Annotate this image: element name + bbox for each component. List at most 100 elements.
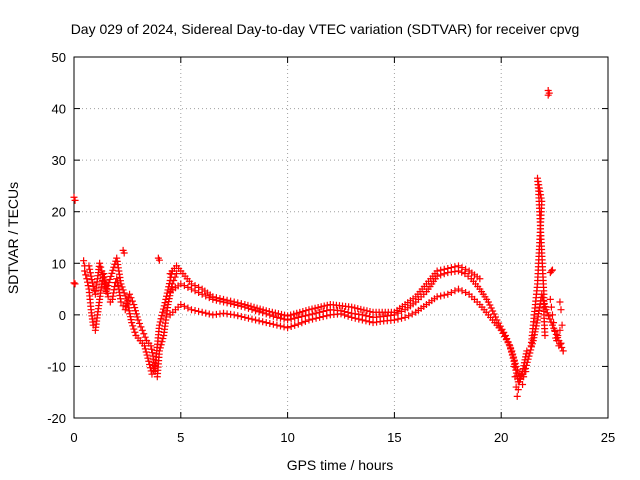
data-point xyxy=(134,316,142,324)
data-point xyxy=(520,362,528,370)
data-points xyxy=(70,87,567,400)
y-tick-label: 30 xyxy=(52,153,66,168)
data-point xyxy=(106,275,114,283)
data-point xyxy=(268,308,276,316)
data-point xyxy=(156,318,164,326)
data-point xyxy=(158,338,166,346)
data-point xyxy=(523,347,531,355)
data-point xyxy=(230,298,238,306)
data-point xyxy=(294,320,302,328)
data-point xyxy=(118,283,126,291)
data-point xyxy=(433,293,441,301)
data-point xyxy=(548,311,556,319)
data-point xyxy=(366,308,374,316)
data-point xyxy=(394,315,402,323)
data-point xyxy=(433,267,441,275)
data-point xyxy=(291,321,299,329)
y-tick-label: 40 xyxy=(52,102,66,117)
data-point xyxy=(163,292,171,300)
data-point xyxy=(120,289,128,297)
data-point xyxy=(298,313,306,321)
data-point xyxy=(165,283,173,291)
data-point xyxy=(502,336,510,344)
data-point xyxy=(454,285,462,293)
data-point xyxy=(354,305,362,313)
data-point xyxy=(237,300,245,308)
data-point xyxy=(209,293,217,301)
data-point xyxy=(253,304,261,312)
data-point xyxy=(195,307,203,315)
data-point xyxy=(127,316,135,324)
data-point xyxy=(205,310,213,318)
data-point xyxy=(522,350,530,358)
data-point xyxy=(299,307,307,315)
data-point xyxy=(80,257,88,265)
data-point xyxy=(344,312,352,320)
data-point xyxy=(323,312,331,320)
data-point xyxy=(533,319,541,327)
data-point xyxy=(447,264,455,272)
data-point xyxy=(506,342,514,350)
data-point xyxy=(458,287,466,295)
data-point xyxy=(155,321,163,329)
data-point xyxy=(256,305,264,313)
data-point xyxy=(484,298,492,306)
data-point xyxy=(104,293,112,301)
data-point xyxy=(314,303,322,311)
data-point xyxy=(129,322,137,330)
data-point xyxy=(113,275,121,283)
data-point xyxy=(105,279,113,287)
data-point xyxy=(512,366,520,374)
data-point xyxy=(312,314,320,322)
data-point xyxy=(520,373,528,381)
data-point xyxy=(227,297,235,305)
data-point xyxy=(274,310,282,318)
data-point xyxy=(293,309,301,317)
data-point xyxy=(514,386,522,394)
data-point xyxy=(234,299,242,307)
data-point xyxy=(309,315,317,323)
data-point xyxy=(103,285,111,293)
data-point xyxy=(184,304,192,312)
data-point xyxy=(109,266,117,274)
data-point xyxy=(82,271,90,279)
data-point xyxy=(140,342,148,350)
data-point xyxy=(141,333,149,341)
data-point xyxy=(511,373,519,381)
data-point xyxy=(83,275,91,283)
data-point xyxy=(405,312,413,320)
data-point xyxy=(521,356,529,364)
data-point xyxy=(302,307,310,315)
data-point xyxy=(317,303,325,311)
data-point xyxy=(444,290,452,298)
data-point xyxy=(166,276,174,284)
data-point xyxy=(546,269,554,277)
data-point xyxy=(447,289,455,297)
data-point xyxy=(440,291,448,299)
data-point xyxy=(248,315,256,323)
data-point xyxy=(133,313,141,321)
data-point xyxy=(541,331,549,339)
data-point xyxy=(259,318,267,326)
data-point xyxy=(351,314,359,322)
x-tick-label: 15 xyxy=(387,430,401,445)
data-point xyxy=(160,302,168,310)
data-point xyxy=(362,317,370,325)
data-point xyxy=(276,322,284,330)
data-point xyxy=(271,309,279,317)
data-point xyxy=(250,303,258,311)
data-point xyxy=(497,326,505,334)
data-point xyxy=(401,313,409,321)
data-point xyxy=(88,276,96,284)
data-point xyxy=(408,310,416,318)
data-point xyxy=(121,292,129,300)
data-point xyxy=(358,316,366,324)
data-point xyxy=(499,329,507,337)
data-point xyxy=(124,301,132,309)
data-point xyxy=(220,295,228,303)
data-point xyxy=(301,317,309,325)
data-point xyxy=(131,304,139,312)
data-point xyxy=(276,314,284,322)
data-point xyxy=(305,316,313,324)
data-point xyxy=(86,269,94,277)
